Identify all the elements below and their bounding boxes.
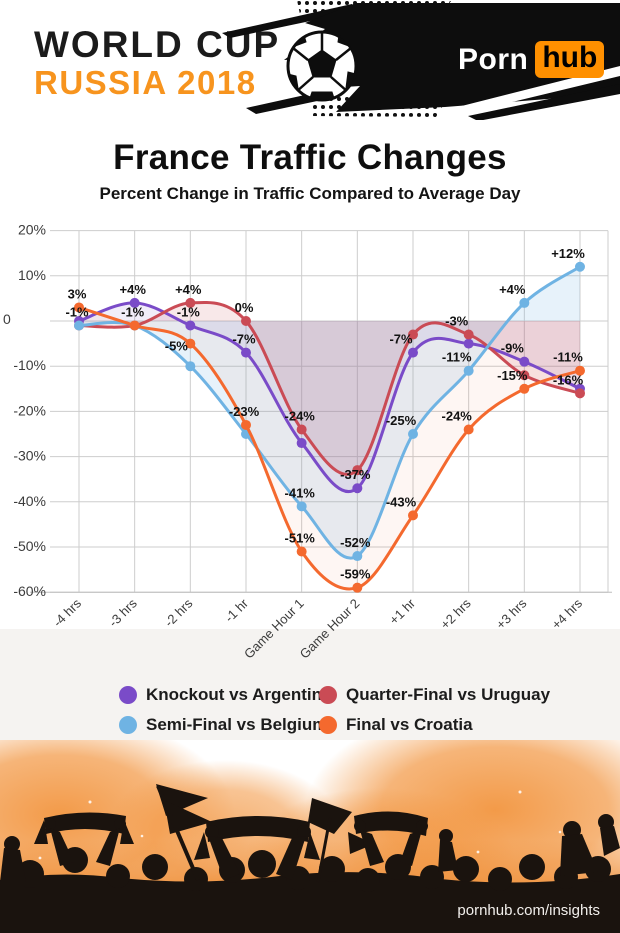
legend-item-semifinal: Semi-Final vs Belgium xyxy=(119,714,327,736)
svg-text:+12%: +12% xyxy=(551,246,585,261)
svg-text:-9%: -9% xyxy=(501,341,525,356)
svg-text:-3%: -3% xyxy=(445,314,469,329)
svg-text:10%: 10% xyxy=(18,267,46,283)
crowd-footer-art: pornhub.com/insights xyxy=(0,740,620,933)
series-line-0 xyxy=(77,301,582,493)
svg-text:-4 hrs: -4 hrs xyxy=(50,595,84,629)
page-subtitle: Percent Change in Traffic Compared to Av… xyxy=(99,184,521,203)
svg-text:-52%: -52% xyxy=(340,535,371,550)
pornhub-logo: Porn hub xyxy=(458,41,605,78)
svg-text:-1%: -1% xyxy=(177,305,201,320)
legend-item-knockout: Knockout vs Argentina xyxy=(119,684,331,706)
pornhub-logo-hub: hub xyxy=(535,41,605,78)
svg-text:-11%: -11% xyxy=(442,350,472,365)
legend-item-final: Final vs Croatia xyxy=(319,714,473,736)
svg-text:0: 0 xyxy=(3,311,11,327)
svg-text:3%: 3% xyxy=(68,286,87,301)
svg-text:-30%: -30% xyxy=(13,448,46,464)
svg-text:-37%: -37% xyxy=(340,467,371,482)
svg-text:+4 hrs: +4 hrs xyxy=(549,595,586,632)
series-line-2 xyxy=(77,265,582,560)
svg-text:+4%: +4% xyxy=(499,282,526,297)
legend-swatch-quarterfinal xyxy=(319,686,337,704)
pornhub-logo-porn: Porn xyxy=(458,42,529,76)
banner-blade-top xyxy=(222,4,353,38)
crowd-silhouette xyxy=(0,784,620,933)
svg-text:-10%: -10% xyxy=(13,357,46,373)
series-line-3 xyxy=(77,305,582,591)
svg-text:-1%: -1% xyxy=(121,305,145,320)
svg-text:20%: 20% xyxy=(18,222,46,238)
series-dots-2 xyxy=(74,261,585,562)
legend-background-band xyxy=(0,629,620,740)
svg-text:-1 hr: -1 hr xyxy=(222,595,252,625)
svg-text:-5%: -5% xyxy=(165,339,189,354)
svg-text:-20%: -20% xyxy=(13,402,46,418)
svg-text:-60%: -60% xyxy=(13,583,46,599)
page-title: France Traffic Changes xyxy=(113,138,507,177)
sparkles xyxy=(38,790,562,860)
insights-url: pornhub.com/insights xyxy=(457,902,600,919)
svg-text:-3 hrs: -3 hrs xyxy=(106,595,140,629)
legend-swatch-knockout xyxy=(119,686,137,704)
banner-black-shape xyxy=(284,3,620,112)
series-fill-0 xyxy=(79,302,580,492)
svg-text:-50%: -50% xyxy=(13,538,46,554)
series-line-1 xyxy=(77,300,582,476)
point-labels: +4% -1% -7% -37% -7% -9% -1% +4% 0% -24% -3% -16% -1… xyxy=(65,246,585,582)
svg-text:Game Hour 2: Game Hour 2 xyxy=(297,596,363,662)
grid-lines xyxy=(30,230,612,593)
svg-text:+4%: +4% xyxy=(175,282,202,297)
svg-text:-16%: -16% xyxy=(553,372,584,387)
svg-text:-23%: -23% xyxy=(229,404,260,419)
svg-text:-7%: -7% xyxy=(389,332,413,347)
svg-text:-1%: -1% xyxy=(65,305,89,320)
traffic-line-chart: 20% 10% 0 -10% -20% -30% -40% -50% -60%-4 hrs -3 … xyxy=(3,222,612,662)
svg-text:+4%: +4% xyxy=(120,282,147,297)
svg-text:0%: 0% xyxy=(235,300,254,315)
svg-text:-2 hrs: -2 hrs xyxy=(161,595,195,629)
svg-text:-7%: -7% xyxy=(232,332,256,347)
svg-text:-24%: -24% xyxy=(285,409,316,424)
svg-text:-24%: -24% xyxy=(442,409,473,424)
legend-item-quarterfinal: Quarter-Final vs Uruguay xyxy=(319,684,550,706)
banner-white-slash xyxy=(438,66,620,118)
banner-black-sliver xyxy=(468,84,620,120)
y-axis-labels: 20% 10% 0 -10% -20% -30% -40% -50% -60% xyxy=(3,222,46,600)
svg-text:-25%: -25% xyxy=(386,413,417,428)
svg-text:-51%: -51% xyxy=(285,531,316,546)
series-fill-3 xyxy=(79,307,580,590)
header-banner-art xyxy=(222,0,620,120)
svg-text:+1 hr: +1 hr xyxy=(386,595,418,627)
series-fill-1 xyxy=(79,302,580,475)
svg-text:-41%: -41% xyxy=(285,485,316,500)
svg-text:-11%: -11% xyxy=(553,350,583,365)
svg-text:-15%: -15% xyxy=(497,368,528,383)
svg-text:-43%: -43% xyxy=(386,494,417,509)
legend-swatch-final xyxy=(319,716,337,734)
russia-2018-title: RUSSIA 2018 xyxy=(34,64,257,101)
svg-text:+2 hrs: +2 hrs xyxy=(437,595,474,632)
svg-text:-40%: -40% xyxy=(13,493,46,509)
series-dots-3 xyxy=(74,302,585,593)
svg-text:-59%: -59% xyxy=(340,567,371,582)
svg-text:+3 hrs: +3 hrs xyxy=(493,595,530,632)
legend-swatch-semifinal xyxy=(119,716,137,734)
